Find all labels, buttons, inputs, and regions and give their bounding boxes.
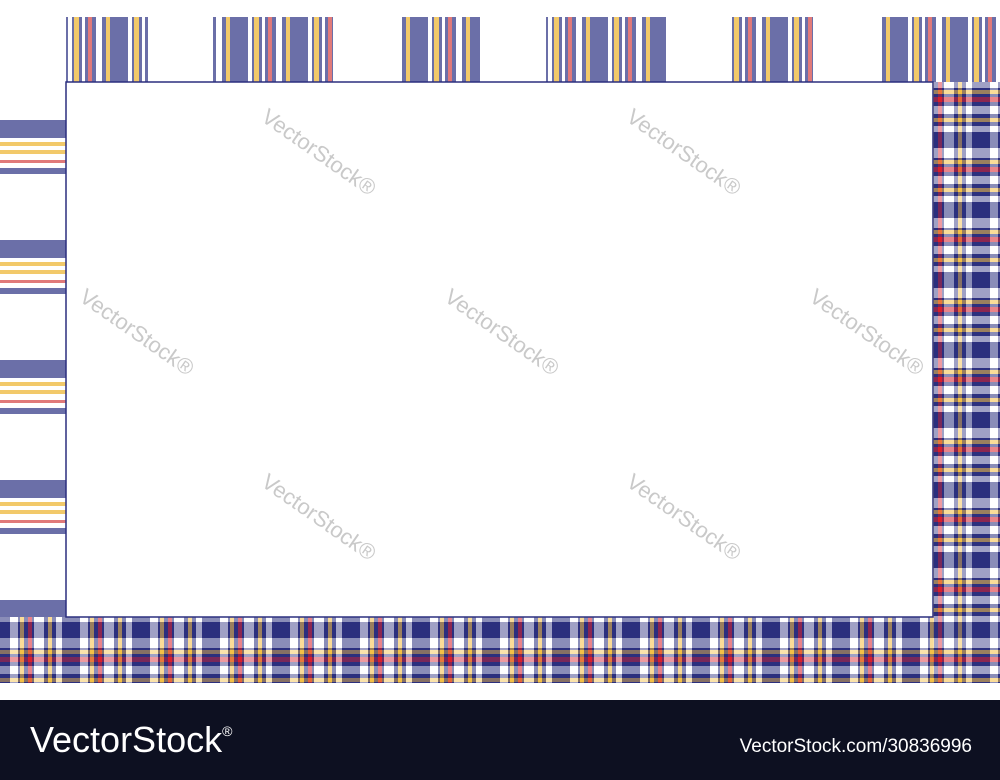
plaid-block — [546, 17, 666, 82]
footer-url: VectorStock.com/30836996 — [740, 736, 972, 757]
plaid-block — [398, 17, 480, 82]
inner-panel — [65, 81, 934, 618]
bottom-border — [0, 617, 933, 683]
logo-text: VectorStock — [30, 719, 223, 760]
registered-mark: ® — [222, 723, 233, 739]
plaid-block — [880, 17, 1000, 82]
footer-bar — [0, 700, 1000, 780]
right-border — [933, 82, 1000, 683]
plaid-block — [213, 17, 333, 82]
left-border — [0, 82, 66, 617]
plaid-block — [66, 17, 148, 82]
top-border — [66, 17, 1000, 82]
footer-logo: VectorStock® — [30, 719, 233, 760]
plaid-block — [731, 17, 813, 82]
